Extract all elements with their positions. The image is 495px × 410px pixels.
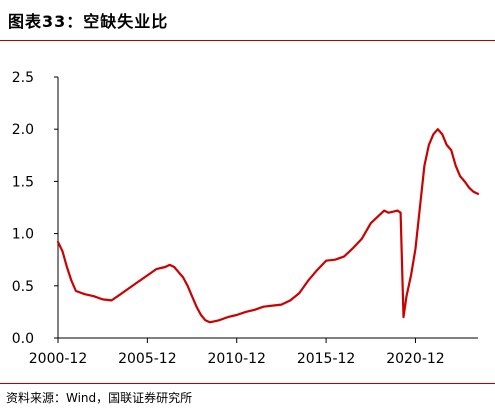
series-line: [56, 128, 480, 324]
y-tick-label: 2.0: [12, 122, 34, 138]
x-tick-label: 2020-12: [386, 351, 445, 367]
footer-divider: [0, 383, 495, 384]
x-tick-label: 2015-12: [297, 351, 356, 367]
y-tick-label: 0.0: [12, 331, 34, 347]
tick-marks: [54, 76, 416, 343]
tick-labels: 0.0 0.5 1.0 1.5 2.0 2.5 2000-12 2005-12 2010-12 2…: [12, 70, 445, 367]
chart-axes: [57, 77, 478, 339]
figure-title: 图表33：空缺失业比: [8, 12, 169, 31]
title-divider: [0, 40, 495, 41]
x-tick-label: 2010-12: [207, 351, 266, 367]
y-tick-label: 1.0: [12, 227, 34, 243]
source-note: 资料来源：Wind，国联证券研究所: [6, 391, 193, 405]
chart-series: [56, 128, 480, 324]
x-tick-label: 2005-12: [118, 351, 177, 367]
y-tick-label: 0.5: [12, 279, 34, 295]
y-tick-label: 2.5: [12, 70, 34, 86]
x-tick-label: 2000-12: [29, 351, 88, 367]
y-tick-label: 1.5: [12, 174, 34, 190]
